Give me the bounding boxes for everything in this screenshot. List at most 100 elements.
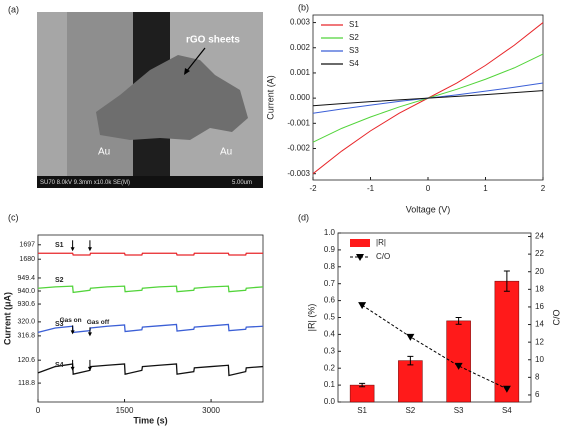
series-label: S2	[55, 277, 64, 284]
sem-image	[37, 12, 263, 188]
x-tick-label: S4	[502, 406, 512, 415]
electrode-label: Au	[98, 147, 110, 158]
y-tick-label: 949.4	[17, 275, 35, 282]
y-tick-label: 0.7	[324, 279, 336, 288]
bar	[398, 360, 423, 403]
annotation: Gas off	[87, 319, 110, 326]
legend-label: C/O	[376, 252, 390, 261]
line	[312, 90, 544, 107]
left-edge	[37, 12, 67, 176]
marker	[502, 385, 511, 393]
y-tick-label: 0.8	[324, 262, 336, 271]
y-tick-label: 0.002	[290, 43, 311, 52]
legend-label: S1	[349, 20, 359, 29]
y-tick-label: 0.3	[324, 346, 336, 355]
y2-tick-label: 20	[535, 267, 544, 276]
y-tick-label: 120.6	[17, 357, 35, 364]
series-label: S1	[55, 242, 64, 249]
y-tick-label: -0.003	[287, 169, 310, 178]
x-tick-label: -1	[367, 184, 375, 193]
y-tick-label: 0.5	[324, 313, 336, 322]
legend-label: |R|	[376, 238, 386, 247]
y-tick-label: 940.0	[17, 288, 35, 295]
electrode-label: Au	[220, 147, 232, 158]
marker	[358, 302, 367, 310]
plot-frame	[37, 234, 264, 403]
y-tick-label: 0.4	[324, 330, 336, 339]
line	[361, 304, 508, 390]
arrow-head	[87, 247, 92, 252]
annotation: rGO sheets	[186, 35, 240, 46]
x-tick-label: S2	[405, 406, 415, 415]
arrow-head	[70, 330, 75, 335]
y2-tick-label: 10	[535, 355, 544, 364]
y-tick-label: 930.6	[17, 301, 35, 308]
error-bar	[359, 382, 366, 388]
y2-tick-label: 14	[535, 320, 544, 329]
arrow	[185, 47, 206, 73]
arrow-head	[70, 366, 75, 371]
y-tick-label: 320.0	[17, 319, 35, 326]
info-text: SU70 8.0kV 9.3mm x10.0k SE(M)	[40, 180, 130, 186]
panel-label: (a)	[8, 4, 19, 14]
rgo-sheet	[96, 55, 248, 140]
line	[38, 252, 263, 256]
y-tick-label: 0.0	[324, 397, 336, 406]
error-bar	[455, 317, 462, 325]
x-axis-label: Voltage (V)	[406, 204, 451, 214]
legend-label: S2	[349, 33, 359, 42]
y2-tick-label: 18	[535, 284, 544, 293]
x-tick-label: S1	[357, 406, 367, 415]
x-tick-label: -2	[309, 184, 317, 193]
y-tick-label: 0.001	[290, 68, 311, 77]
y-tick-label: 0.2	[324, 363, 336, 372]
plot-frame	[312, 14, 544, 181]
x-tick-label: S3	[454, 406, 464, 415]
marker	[406, 333, 415, 341]
y-tick-label: -0.001	[287, 118, 310, 127]
x-tick-label: 2	[541, 184, 546, 193]
x-tick-label: 0	[36, 406, 41, 415]
arrow-head	[184, 68, 190, 75]
x-tick-label: 0	[426, 184, 431, 193]
x-tick-label: 1	[483, 184, 488, 193]
line	[37, 323, 264, 334]
bar	[446, 320, 471, 403]
legend-swatch	[350, 239, 370, 247]
y-axis-label: Current (A)	[265, 75, 275, 120]
y2-axis-label: C/O	[551, 309, 561, 325]
y-tick-label: 0.9	[324, 245, 336, 254]
line	[37, 363, 264, 377]
y2-tick-label: 8	[535, 372, 540, 381]
y-tick-label: 1680	[19, 256, 35, 263]
arrow-head	[87, 332, 92, 337]
y-tick-label: 1.0	[324, 228, 336, 237]
panel-label: (d)	[298, 212, 309, 222]
bar	[349, 384, 375, 403]
x-axis-label: Time (s)	[133, 415, 167, 425]
y-axis-label: Current (μA)	[2, 292, 12, 345]
error-bar	[503, 270, 510, 292]
y-tick-label: 0.003	[290, 18, 311, 27]
scale-bar: 5.00um	[232, 180, 252, 186]
y2-tick-label: 24	[535, 232, 544, 241]
y-tick-label: -0.002	[287, 144, 310, 153]
y-tick-label: 316.8	[17, 333, 35, 340]
x-tick-label: 1500	[116, 406, 134, 415]
legend-label: S3	[349, 46, 359, 55]
info-bar	[37, 176, 263, 188]
y2-tick-label: 6	[535, 390, 540, 399]
y2-tick-label: 12	[535, 337, 544, 346]
series-label: S3	[55, 321, 64, 328]
marker	[454, 362, 463, 370]
y-axis-label: |R| (%)	[306, 304, 316, 332]
line	[37, 285, 264, 294]
error-bar	[407, 355, 414, 366]
arrow-head	[70, 247, 75, 252]
y2-tick-label: 22	[535, 249, 544, 258]
panel-label: (b)	[298, 2, 309, 12]
y-tick-label: 0.1	[324, 380, 336, 389]
y2-tick-label: 16	[535, 302, 544, 311]
bar	[494, 280, 520, 403]
